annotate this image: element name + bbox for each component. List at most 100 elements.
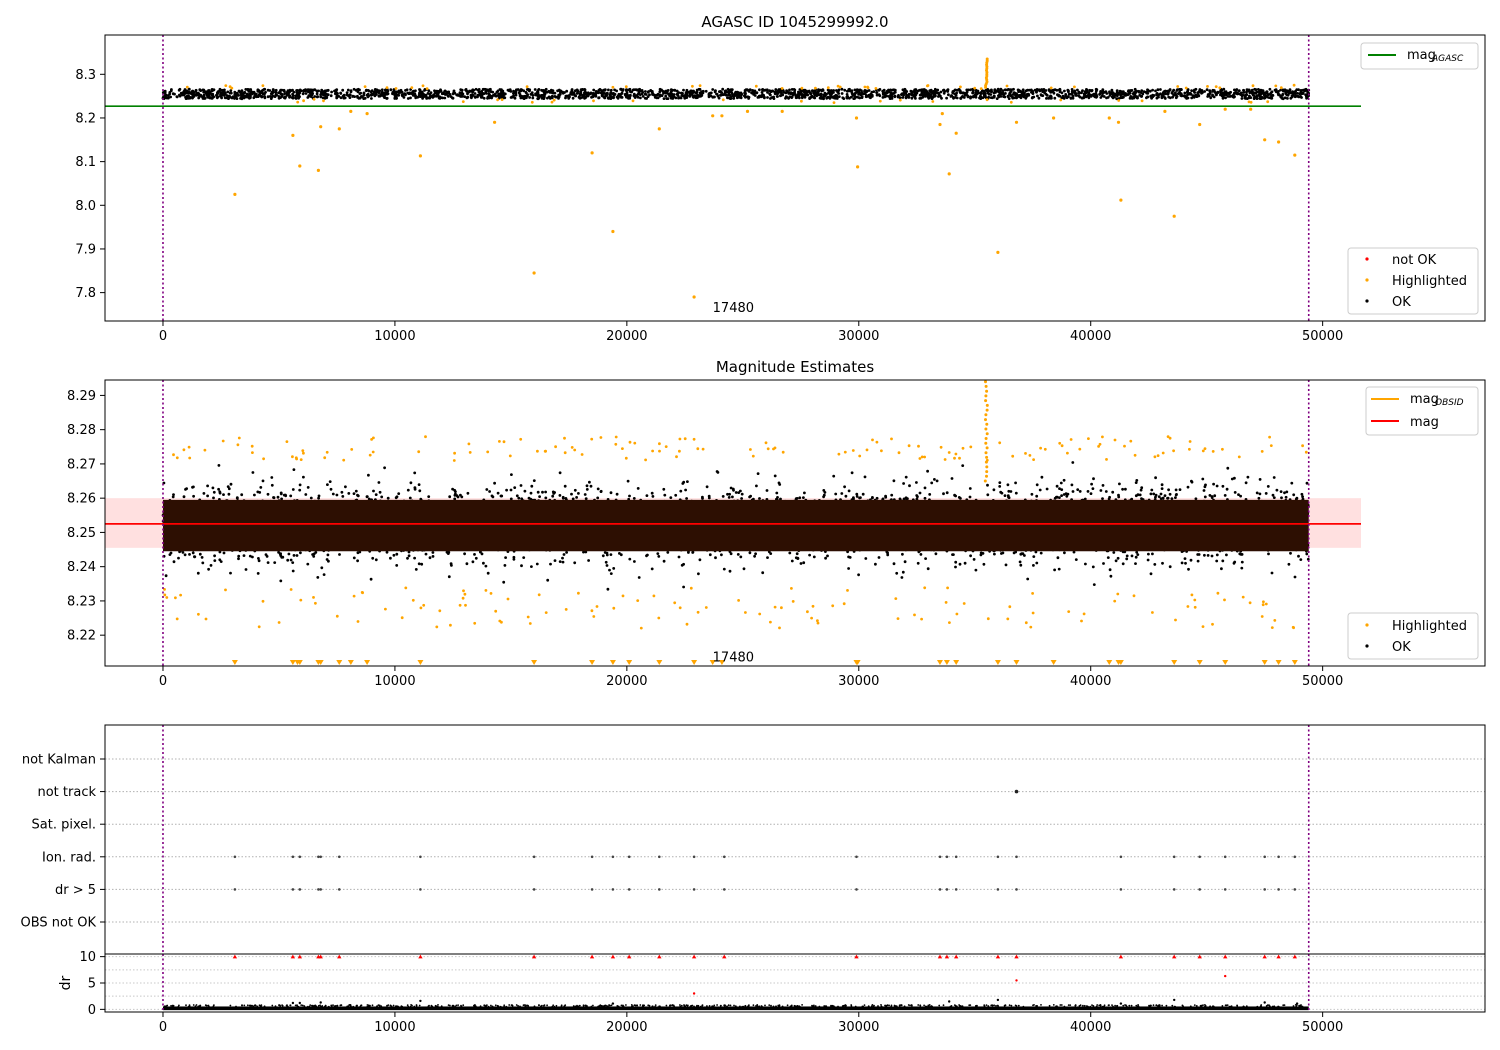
ok-point	[1156, 88, 1160, 92]
ok-point	[1135, 95, 1139, 99]
ok-point	[861, 492, 865, 496]
legend-lines: mag AGASC	[1360, 42, 1479, 70]
highlighted-point	[496, 98, 499, 102]
ok-point	[266, 95, 270, 99]
highlighted-point	[1073, 85, 1076, 89]
ok-point	[934, 552, 938, 556]
ok-point	[260, 95, 264, 99]
ok-point	[594, 94, 598, 98]
ok-point	[292, 90, 296, 94]
ok-point	[489, 95, 492, 99]
ok-point	[1167, 488, 1170, 492]
ok-point	[473, 553, 476, 556]
ok-point	[1150, 96, 1153, 100]
ok-point	[1270, 90, 1274, 94]
ok-point	[544, 490, 547, 494]
ok-point	[930, 95, 934, 99]
ok-point	[326, 93, 330, 97]
ok-point	[914, 97, 917, 100]
ok-point	[246, 88, 250, 92]
ok-point	[171, 92, 175, 96]
ok-point	[955, 96, 959, 100]
ok-point	[522, 89, 526, 93]
ok-point	[1298, 92, 1302, 96]
ok-point	[544, 90, 548, 94]
panel-magnitude-estimates: Magnitude Estimates 0 10000 20000 30000 4000…	[67, 358, 1486, 689]
ok-point	[240, 95, 244, 99]
highlighted-point	[1009, 100, 1013, 104]
ok-point	[1006, 88, 1009, 92]
ok-point	[564, 94, 568, 98]
ok-point	[270, 95, 274, 99]
ok-point	[860, 95, 864, 99]
ok-point	[1132, 91, 1136, 94]
ok-point	[227, 487, 231, 491]
ok-point	[726, 96, 729, 100]
ok-point	[918, 97, 922, 100]
highlighted-point	[926, 84, 929, 88]
ok-point	[677, 96, 680, 100]
ok-point	[427, 89, 431, 93]
ok-point	[1257, 88, 1260, 91]
ok-point	[306, 486, 310, 489]
ok-point	[790, 559, 794, 563]
highlighted-point	[228, 85, 232, 89]
ok-point	[605, 91, 609, 95]
ok-point	[309, 496, 313, 500]
highlighted-point	[863, 85, 867, 89]
ok-point	[1246, 475, 1250, 479]
ok-point	[863, 92, 867, 96]
ok-point	[1086, 490, 1090, 493]
ok-point	[466, 95, 470, 99]
ok-point	[1127, 92, 1130, 96]
highlighted-point	[1263, 138, 1267, 142]
ok-point	[416, 95, 420, 99]
ok-point	[686, 90, 690, 94]
ok-point	[830, 89, 833, 92]
ok-point	[664, 94, 668, 98]
ok-point	[187, 88, 191, 91]
ok-point	[182, 495, 186, 499]
ok-point	[1247, 88, 1251, 92]
ok-point	[857, 573, 860, 577]
ok-point	[665, 97, 669, 100]
ok-point	[259, 486, 263, 489]
ok-point	[977, 91, 980, 95]
ok-point	[840, 87, 844, 91]
highlighted-point	[947, 172, 951, 176]
ok-point	[761, 88, 764, 92]
ok-point	[987, 95, 991, 99]
ok-point	[893, 94, 897, 98]
highlighted-point	[780, 109, 784, 113]
ok-point	[1166, 92, 1170, 95]
ok-point	[1245, 90, 1248, 94]
ok-point	[217, 464, 221, 467]
ok-point	[538, 95, 541, 98]
highlighted-point	[532, 271, 536, 275]
ok-point	[406, 97, 410, 100]
ok-point	[701, 90, 705, 94]
ok-point	[723, 91, 727, 94]
ok-point	[395, 96, 398, 100]
ok-point	[1070, 483, 1074, 487]
ok-point	[1101, 90, 1105, 94]
ok-point	[531, 96, 535, 100]
ok-point	[972, 558, 976, 561]
ok-point	[875, 91, 879, 94]
ok-point	[447, 95, 450, 98]
ok-point	[1254, 88, 1258, 92]
highlighted-point	[754, 84, 758, 88]
ok-point	[383, 96, 386, 99]
ok-point	[375, 93, 378, 96]
ok-point	[840, 92, 844, 95]
ok-point	[1148, 89, 1152, 93]
ok-point	[198, 552, 202, 556]
ok-point	[1174, 488, 1178, 492]
ok-point	[298, 91, 302, 95]
ok-point	[1215, 559, 1219, 563]
ok-point	[1283, 491, 1286, 495]
ok-point	[512, 91, 515, 95]
ok-point	[607, 88, 610, 92]
ok-point	[817, 89, 821, 93]
ok-point	[735, 96, 739, 100]
